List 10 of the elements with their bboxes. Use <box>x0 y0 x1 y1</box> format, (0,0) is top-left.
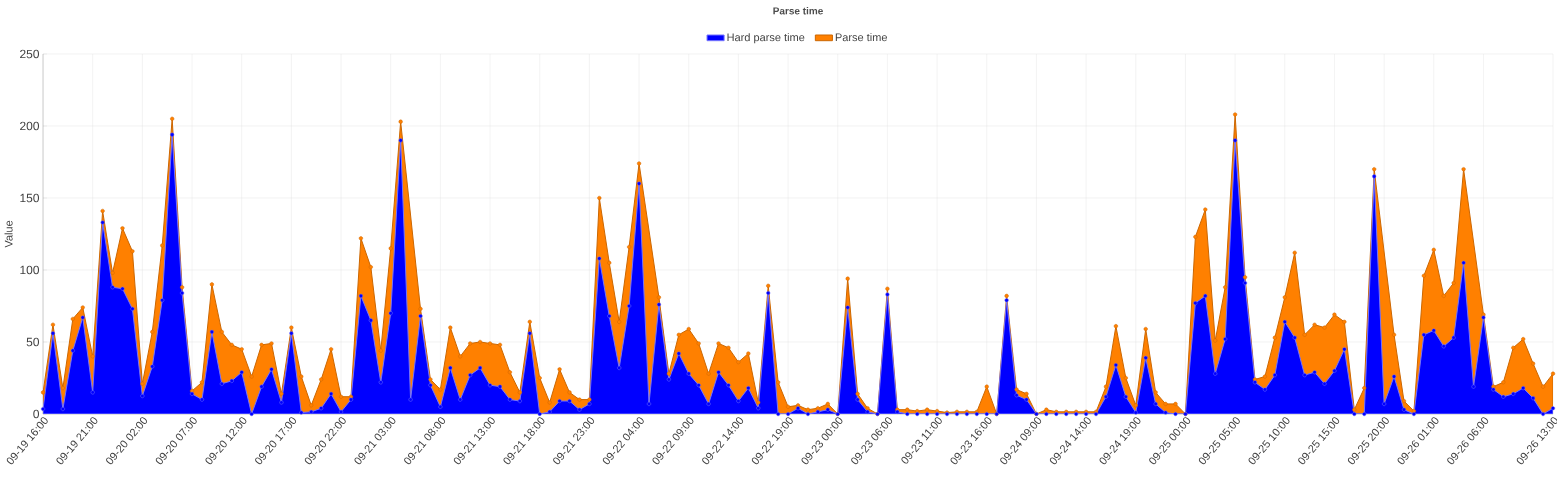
y-tick-label: 200 <box>20 121 40 131</box>
legend-label: Parse time <box>835 33 887 42</box>
y-tick-label: 250 <box>20 49 40 59</box>
y-tick-label: 150 <box>20 193 40 203</box>
y-axis-title: Value <box>4 220 13 248</box>
chart-title: Parse time <box>773 7 823 15</box>
y-tick-label: 100 <box>20 265 40 275</box>
y-tick-label: 50 <box>26 337 40 347</box>
y-tick-label: 0 <box>33 409 40 419</box>
legend-label: Hard parse time <box>727 33 805 44</box>
